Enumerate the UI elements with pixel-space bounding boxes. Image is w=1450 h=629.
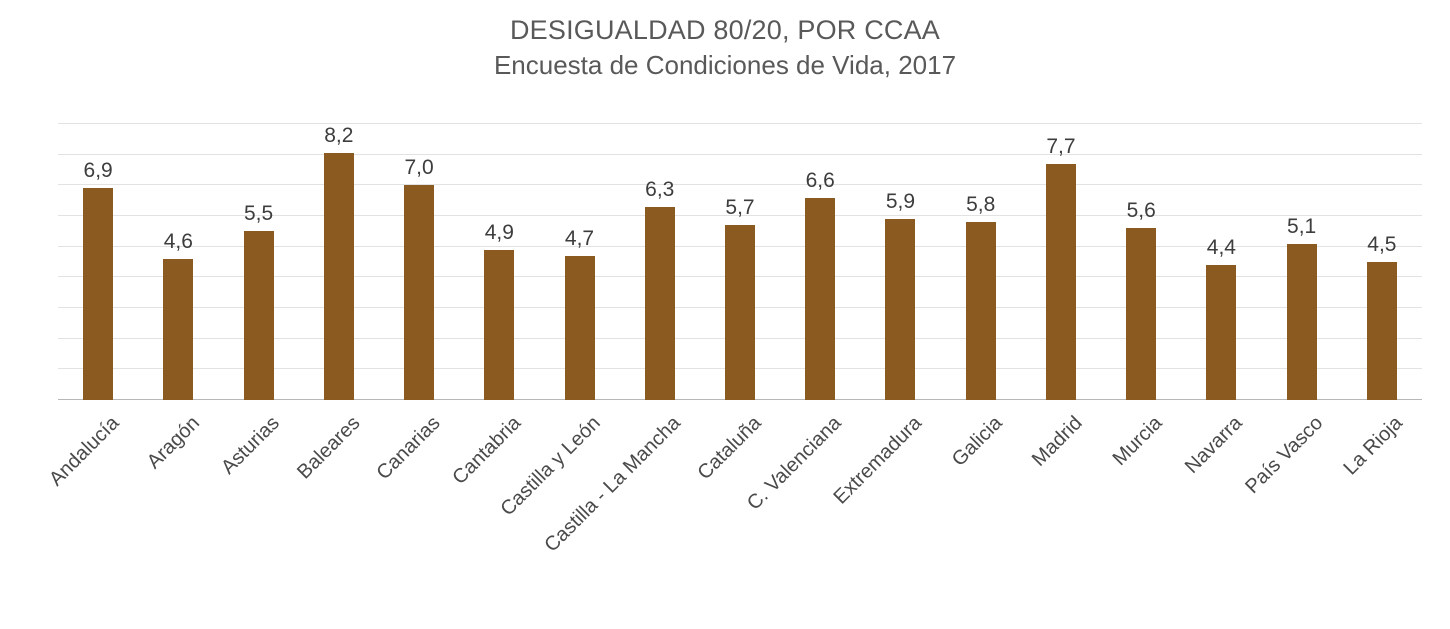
x-tick: Castilla - La Mancha — [541, 400, 700, 605]
bar-column: 4,7 — [539, 124, 619, 400]
value-label: 6,3 — [645, 177, 675, 201]
value-label: 7,0 — [404, 156, 434, 180]
bar — [404, 185, 435, 400]
bar-columns: 6,9 4,6 5,5 8,2 7,0 4,9 4,7 6,3 5,7 6,6 5,9 5,8 7,7 5… — [58, 124, 1422, 400]
x-tick-label: Asturias — [217, 412, 285, 479]
bar-column: 6,6 — [780, 124, 860, 400]
chart-subtitle: Encuesta de Condiciones de Vida, 2017 — [493, 50, 957, 80]
bar — [885, 219, 916, 400]
value-label: 5,5 — [243, 202, 274, 226]
bar — [564, 255, 595, 400]
value-label: 4,5 — [1367, 233, 1397, 256]
value-label: 5,7 — [725, 196, 755, 220]
bar — [243, 231, 274, 400]
bar-column: 4,6 — [138, 124, 218, 400]
bar-column: 5,7 — [700, 124, 780, 400]
bar — [1126, 228, 1157, 400]
gridline — [58, 215, 1422, 216]
value-label: 7,7 — [1046, 134, 1076, 158]
x-tick-label: Murcia — [1108, 412, 1167, 470]
plot-area: 6,9 4,6 5,5 8,2 7,0 4,9 4,7 6,3 5,7 6,6 5,9 5,8 7,7 5… — [58, 123, 1422, 400]
gridline — [58, 153, 1422, 155]
value-label: 5,8 — [966, 193, 996, 217]
gridline — [58, 123, 1422, 124]
x-tick-label: Aragón — [142, 412, 204, 474]
bar — [1286, 243, 1317, 400]
value-label: 8,2 — [324, 124, 354, 147]
bar — [644, 206, 675, 400]
value-label: 4,7 — [564, 226, 595, 250]
x-axis-labels: Andalucía Aragón Asturias Baleares Canarias C… — [45, 400, 1422, 605]
x-tick: Andalucía — [45, 400, 138, 605]
value-label: 6,9 — [83, 159, 113, 183]
bar-column: 5,9 — [860, 124, 940, 400]
value-label: 5,6 — [1126, 199, 1156, 223]
x-tick-label: Cataluña — [693, 412, 766, 485]
x-tick: Asturias — [218, 400, 298, 605]
x-tick-label: La Rioja — [1339, 412, 1408, 480]
x-tick: Navarra — [1181, 400, 1261, 605]
bar-column: 4,5 — [1342, 124, 1422, 400]
bar — [724, 225, 755, 400]
x-tick: Murcia — [1101, 400, 1181, 605]
x-tick-label: Cantabria — [447, 412, 525, 489]
gridline — [58, 184, 1422, 186]
bar-column: 8,2 — [299, 124, 379, 400]
value-label: 4,4 — [1206, 236, 1236, 260]
bar — [484, 249, 515, 400]
bar-column: 6,9 — [58, 124, 138, 400]
x-tick-label: Andalucía — [45, 412, 124, 491]
value-label: 6,6 — [805, 168, 835, 192]
value-label: 5,1 — [1287, 214, 1317, 238]
x-tick: País Vasco — [1241, 400, 1342, 605]
value-label: 4,9 — [484, 220, 514, 244]
bar-column: 7,7 — [1021, 124, 1101, 400]
value-label: 4,6 — [163, 229, 193, 253]
bar-column: 5,5 — [218, 124, 298, 400]
chart-title-block: DESIGUALDAD 80/20, POR CCAA Encuesta de … — [0, 0, 1450, 82]
chart-title: DESIGUALDAD 80/20, POR CCAA — [509, 15, 941, 45]
x-tick: Galicia — [941, 400, 1021, 605]
bar — [1206, 265, 1237, 400]
bar — [1366, 262, 1397, 400]
x-tick: Extremadura — [830, 400, 940, 605]
x-tick: Baleares — [293, 400, 379, 605]
value-label: 5,9 — [885, 190, 916, 214]
x-tick-label: Canarias — [372, 412, 445, 485]
bar-column: 7,0 — [379, 124, 459, 400]
bar-column: 6,3 — [620, 124, 700, 400]
bar — [163, 258, 194, 400]
x-tick-label: Baleares — [293, 412, 365, 484]
bar-column: 5,6 — [1101, 124, 1181, 400]
bar — [1045, 163, 1076, 400]
bar-column: 4,4 — [1181, 124, 1261, 400]
bar — [965, 222, 996, 400]
bar — [323, 153, 354, 400]
bar-column: 5,8 — [941, 124, 1021, 400]
x-tick-label: Galicia — [947, 412, 1007, 471]
bar-column: 5,1 — [1262, 124, 1342, 400]
x-tick: Aragón — [138, 400, 218, 605]
x-tick-label: Madrid — [1027, 412, 1087, 471]
x-tick: Madrid — [1021, 400, 1101, 605]
plot-wrap: 6,9 4,6 5,5 8,2 7,0 4,9 4,7 6,3 5,7 6,6 5,9 5,8 7,7 5… — [58, 123, 1422, 400]
bar-column: 4,9 — [459, 124, 539, 400]
x-tick: Canarias — [372, 400, 459, 605]
bar — [83, 188, 114, 400]
x-tick: La Rioja — [1339, 400, 1422, 605]
bar — [805, 197, 836, 400]
x-tick-label: Navarra — [1181, 412, 1247, 478]
